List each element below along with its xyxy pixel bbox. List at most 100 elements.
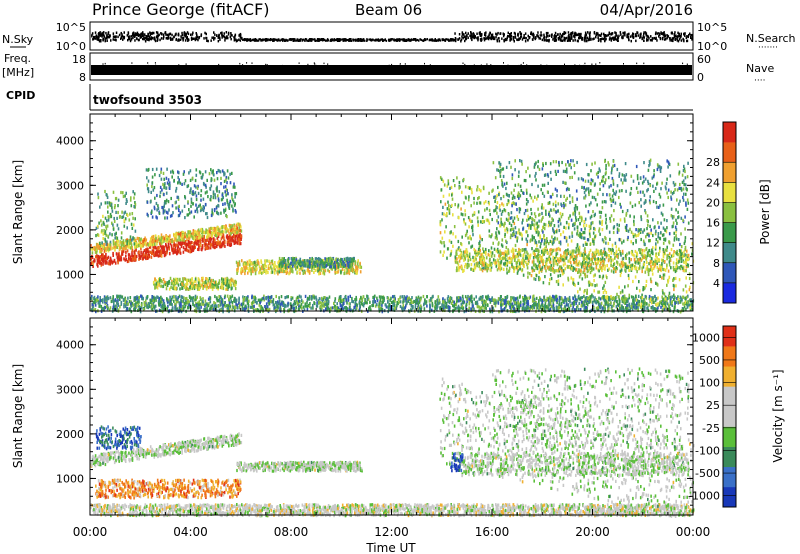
nsky-sample <box>532 34 535 38</box>
nsky-sample <box>194 38 197 42</box>
range-cell <box>113 219 116 223</box>
freq-sample <box>314 63 316 65</box>
range-cell <box>131 248 134 252</box>
range-cell <box>224 208 227 213</box>
nsky-sample <box>428 39 431 42</box>
nsky-sample <box>220 31 222 35</box>
range-cell <box>336 260 338 264</box>
range-cell <box>660 299 663 304</box>
nsky-sample <box>114 38 116 41</box>
range-cell <box>148 250 150 254</box>
range-cell <box>144 255 146 259</box>
range-cell <box>238 237 240 241</box>
range-cell <box>265 271 267 275</box>
range-cell <box>235 280 237 284</box>
range-cell <box>483 299 486 303</box>
range-cell <box>139 310 142 314</box>
freq-sample <box>185 63 187 65</box>
range-cell <box>173 240 175 244</box>
range-cell <box>191 176 194 180</box>
nsky-sample <box>537 31 539 34</box>
range-cell <box>495 299 497 303</box>
range-cell <box>341 258 343 262</box>
range-cell <box>215 206 218 210</box>
range-cell <box>352 257 355 262</box>
nsky-sample <box>97 36 99 40</box>
nsky-sample <box>431 38 434 41</box>
range-cell <box>263 265 265 269</box>
range-cell <box>154 239 157 243</box>
range-cell <box>154 278 156 282</box>
range-cell <box>324 257 326 261</box>
nsky-sample <box>691 37 694 40</box>
range-cell <box>145 253 147 257</box>
range-cell <box>95 226 98 230</box>
range-cell <box>164 182 166 186</box>
range-cell <box>287 265 290 269</box>
nsky-sample <box>136 33 138 36</box>
range-cell <box>187 287 190 291</box>
range-cell <box>190 232 193 236</box>
range-cell <box>116 242 119 246</box>
range-cell <box>187 184 190 188</box>
nsky-sample <box>95 35 98 39</box>
range-cell <box>178 242 181 246</box>
range-cell <box>200 175 203 180</box>
range-cell <box>305 261 307 265</box>
range-cell <box>557 306 560 310</box>
range-cell <box>125 250 127 254</box>
range-cell <box>246 266 249 270</box>
nsky-sample <box>163 35 165 39</box>
nsky-sample <box>641 37 644 40</box>
range-cell <box>104 201 107 205</box>
range-cell <box>154 286 156 290</box>
range-cell <box>222 241 225 245</box>
date-label: 04/Apr/2016 <box>600 1 693 19</box>
range-cell <box>327 257 330 261</box>
nsky-sample <box>117 35 119 39</box>
range-cell <box>214 294 216 299</box>
nsky-sample <box>607 33 610 37</box>
nsky-sample <box>590 37 592 41</box>
range-cell <box>646 306 648 310</box>
nsky-sample <box>501 37 503 40</box>
range-cell <box>343 257 346 261</box>
range-cell <box>124 245 126 249</box>
range-cell <box>188 208 190 212</box>
range-cell <box>169 252 171 256</box>
nsky-sample <box>123 35 125 39</box>
range-cell <box>98 221 100 225</box>
range-cell <box>158 237 161 241</box>
nsky-sample <box>101 35 103 38</box>
nsky-sample <box>136 37 138 41</box>
nsky-sample <box>664 33 666 37</box>
nsky-label: N.Sky <box>2 33 34 46</box>
range-cell <box>146 295 149 299</box>
range-cell <box>142 240 144 244</box>
range-cell <box>226 234 228 238</box>
range-cell <box>212 285 215 289</box>
range-cell <box>553 298 555 302</box>
range-cell <box>235 210 237 214</box>
range-cell <box>402 304 405 308</box>
range-cell <box>387 305 389 309</box>
range-cell <box>198 170 201 174</box>
range-cell <box>164 253 167 257</box>
range-cell <box>186 184 189 189</box>
range-cell <box>298 263 301 267</box>
nsky-sample <box>169 32 171 36</box>
range-cell <box>102 253 104 257</box>
nsky-sample <box>248 38 250 41</box>
nsky-sample <box>183 34 185 37</box>
range-cell <box>334 260 336 265</box>
range-cell <box>117 198 120 202</box>
nsky-sample <box>489 31 491 35</box>
nsky-sample <box>618 34 620 38</box>
range-cell <box>274 306 277 310</box>
nsky-sample <box>325 39 327 42</box>
nsky-sample <box>192 37 195 40</box>
range-cell <box>231 204 233 208</box>
range-cell <box>218 230 220 234</box>
range-cell <box>240 271 243 275</box>
range-cell <box>321 265 323 269</box>
